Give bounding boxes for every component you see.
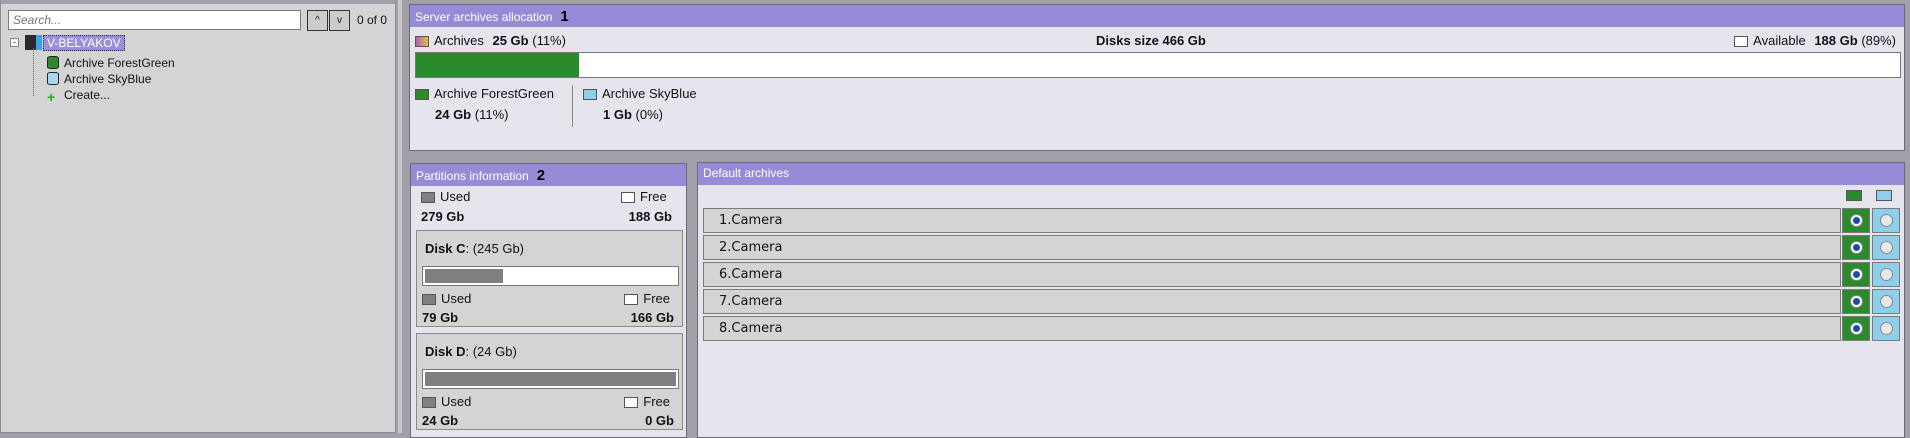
legend-archive-skyblue: Archive SkyBlue 1 Gb (0%)	[583, 86, 697, 122]
legend-archive-forestgreen: Archive ForestGreen 24 Gb (11%)	[415, 86, 554, 122]
disk-usage-bar	[422, 369, 679, 389]
panel-header: Default archives	[698, 163, 1904, 185]
skyblue-radio-cell[interactable]	[1872, 316, 1900, 341]
tree-item-archive-skyblue[interactable]: Archive SkyBlue	[64, 72, 152, 86]
disk-used: 24 Gb	[422, 413, 459, 428]
total-used: 279 Gb	[421, 209, 465, 224]
forestgreen-radio-cell[interactable]	[1842, 208, 1870, 233]
default-archives-panel: Default archives 1.Camera 2.Camera 6.Cam…	[697, 162, 1905, 438]
server-icon	[25, 35, 42, 50]
skyblue-radio-cell[interactable]	[1872, 289, 1900, 314]
radio-selected[interactable]	[1850, 295, 1863, 308]
radio-selected[interactable]	[1850, 241, 1863, 254]
allocation-bar	[415, 52, 1901, 78]
search-next-button[interactable]: v	[329, 10, 350, 31]
radio-unselected[interactable]	[1880, 241, 1893, 254]
radio-unselected[interactable]	[1880, 322, 1893, 335]
disk-free: 166 Gb	[630, 310, 674, 325]
tree-item-create[interactable]: Create...	[64, 88, 111, 102]
partitions-information-panel: Partitions information 2 Used Free 279 Gb…	[410, 163, 687, 438]
archive-forestgreen-icon	[47, 56, 59, 69]
skyblue-radio-cell[interactable]	[1872, 235, 1900, 260]
disk-usage-bar	[422, 266, 679, 286]
disk-usage-fill	[425, 269, 503, 283]
available-summary: Available 188 Gb (89%)	[1734, 33, 1896, 48]
camera-row: 1.Camera	[703, 208, 1841, 233]
panel-header: Server archives allocation 1	[410, 5, 1904, 27]
radio-unselected[interactable]	[1880, 295, 1893, 308]
create-icon: +	[47, 89, 56, 105]
radio-unselected[interactable]	[1880, 214, 1893, 227]
tree-item-server[interactable]: V-BELYAKOV	[43, 35, 125, 51]
allocation-bar-fill	[416, 53, 580, 77]
used-legend: Used	[421, 189, 470, 204]
panel-header: Partitions information 2	[411, 164, 686, 186]
search-input[interactable]	[8, 10, 301, 30]
archives-summary: Archives 25 Gb (11%)	[415, 33, 566, 48]
radio-selected[interactable]	[1850, 322, 1863, 335]
disk-free: 0 Gb	[645, 413, 674, 428]
camera-row: 8.Camera	[703, 316, 1841, 341]
disk-usage-fill	[425, 372, 676, 386]
forestgreen-radio-cell[interactable]	[1842, 262, 1870, 287]
radio-selected[interactable]	[1850, 268, 1863, 281]
disks-size: Disks size 466 Gb	[1096, 33, 1206, 48]
search-prev-button[interactable]: ^	[307, 10, 328, 31]
archive-tree-panel: ^ v 0 of 0 - V-BELYAKOV Archive ForestGr…	[0, 0, 396, 433]
radio-unselected[interactable]	[1880, 268, 1893, 281]
tree-item-archive-forestgreen[interactable]: Archive ForestGreen	[64, 56, 175, 70]
forestgreen-radio-cell[interactable]	[1842, 235, 1870, 260]
disk-box: Disk D: (24 Gb) Used Free 24 Gb 0 Gb	[416, 333, 683, 430]
free-legend: Free	[621, 189, 667, 204]
disk-box: Disk C: (245 Gb) Used Free 79 Gb 166 Gb	[416, 230, 683, 327]
skyblue-column-icon	[1876, 190, 1892, 201]
camera-row: 7.Camera	[703, 289, 1841, 314]
disk-used: 79 Gb	[422, 310, 459, 325]
skyblue-radio-cell[interactable]	[1872, 208, 1900, 233]
total-free: 188 Gb	[628, 209, 672, 224]
forestgreen-radio-cell[interactable]	[1842, 316, 1870, 341]
server-archives-allocation-panel: Server archives allocation 1 Archives 25 …	[409, 4, 1905, 151]
camera-row: 2.Camera	[703, 235, 1841, 260]
camera-row: 6.Camera	[703, 262, 1841, 287]
forestgreen-column-icon	[1846, 190, 1862, 201]
forestgreen-radio-cell[interactable]	[1842, 289, 1870, 314]
splitter[interactable]	[398, 0, 402, 433]
collapse-icon[interactable]: -	[10, 38, 19, 47]
archive-skyblue-icon	[47, 72, 59, 85]
radio-selected[interactable]	[1850, 214, 1863, 227]
skyblue-radio-cell[interactable]	[1872, 262, 1900, 287]
search-count: 0 of 0	[357, 13, 388, 27]
